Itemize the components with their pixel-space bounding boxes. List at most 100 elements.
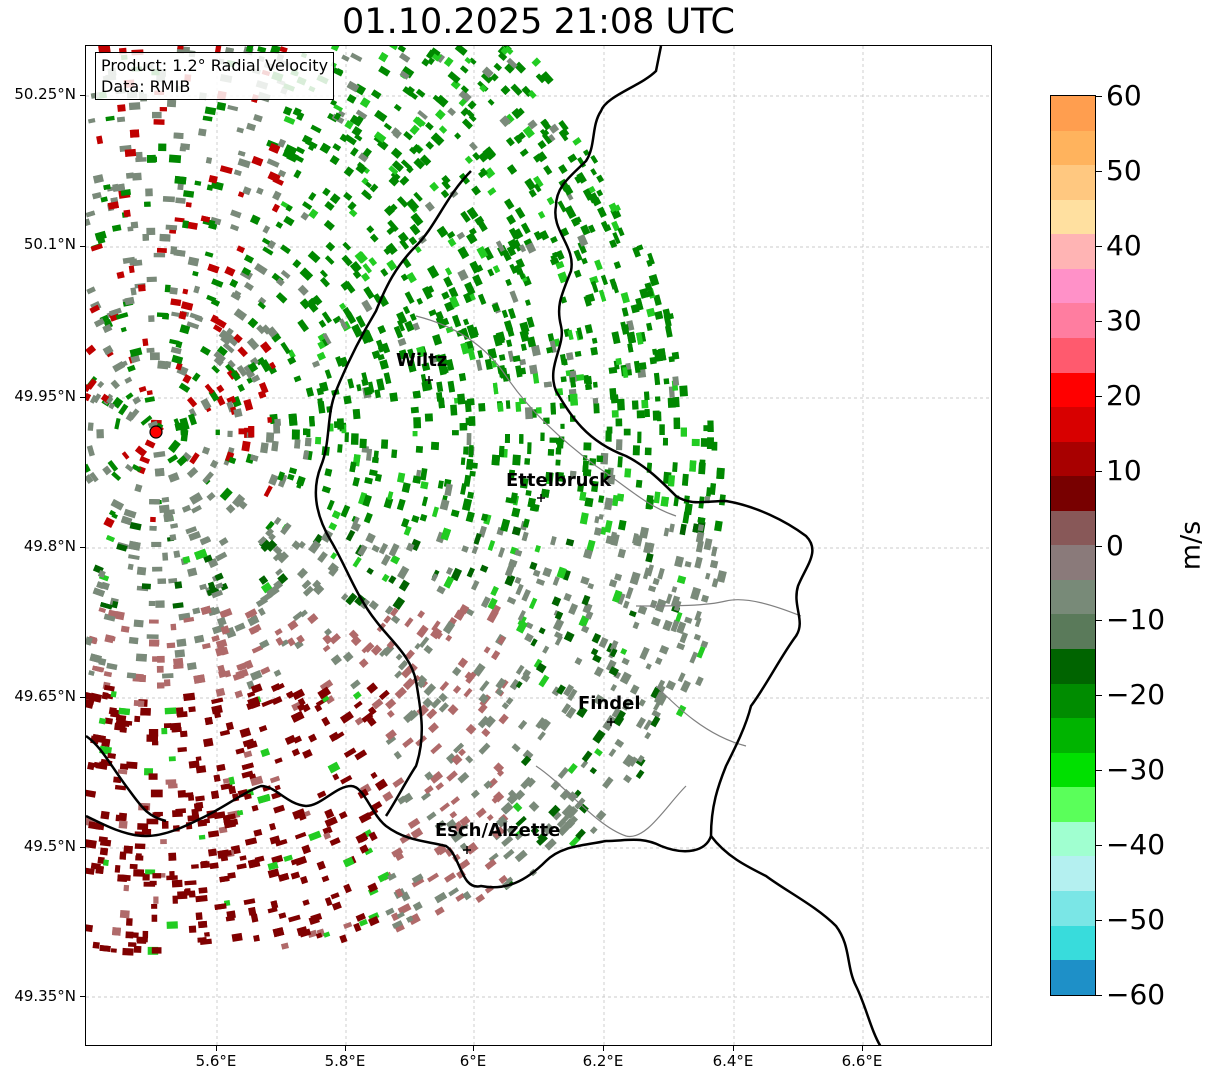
velocity-bin	[268, 143, 281, 154]
velocity-bin	[637, 754, 645, 763]
velocity-bin	[299, 928, 312, 938]
velocity-bin	[192, 270, 199, 277]
velocity-bin	[228, 456, 237, 465]
velocity-bin	[292, 109, 304, 118]
velocity-bin	[635, 716, 646, 729]
country-border	[86, 734, 167, 823]
velocity-bin	[318, 381, 329, 393]
velocity-bin	[631, 400, 639, 410]
velocity-bin	[275, 682, 285, 691]
velocity-bin	[124, 296, 135, 306]
velocity-bin	[163, 513, 174, 523]
velocity-bin	[87, 118, 96, 124]
velocity-bin	[150, 789, 163, 798]
velocity-bin	[402, 737, 414, 748]
velocity-bin	[226, 327, 234, 336]
colorbar-tick-label: 0	[1106, 528, 1124, 562]
velocity-bin	[154, 468, 165, 477]
velocity-bin	[507, 238, 519, 251]
velocity-bin	[519, 358, 527, 366]
velocity-bin	[272, 176, 284, 186]
velocity-bin	[177, 182, 184, 191]
velocity-bin	[308, 540, 322, 554]
velocity-bin	[468, 57, 477, 65]
velocity-bin	[493, 791, 505, 803]
velocity-bin	[450, 567, 463, 582]
velocity-bin	[417, 610, 426, 619]
velocity-bin	[103, 184, 111, 191]
velocity-bin	[212, 624, 226, 635]
velocity-bin	[486, 814, 494, 821]
velocity-bin	[268, 473, 279, 486]
velocity-bin	[454, 132, 462, 140]
velocity-bin	[581, 594, 591, 606]
velocity-bin	[554, 610, 564, 621]
velocity-bin	[538, 674, 550, 688]
velocity-bin	[512, 228, 524, 240]
velocity-bin	[275, 277, 285, 287]
velocity-bin	[128, 265, 135, 274]
velocity-bin	[639, 288, 649, 299]
velocity-bin	[498, 354, 506, 361]
velocity-bin	[301, 579, 312, 590]
velocity-bin	[260, 442, 269, 454]
velocity-bin	[343, 395, 352, 405]
velocity-bin	[510, 492, 518, 504]
velocity-bin	[300, 211, 310, 221]
velocity-bin	[279, 46, 288, 54]
velocity-bin	[330, 552, 338, 560]
velocity-bin	[131, 463, 142, 473]
velocity-bin	[260, 666, 271, 675]
velocity-bin	[126, 761, 138, 769]
velocity-bin	[216, 101, 227, 111]
velocity-bin	[265, 432, 275, 443]
velocity-bin	[359, 97, 371, 109]
velocity-bin	[99, 847, 109, 856]
velocity-bin	[491, 796, 499, 804]
velocity-bin	[536, 834, 548, 846]
velocity-bin	[278, 872, 290, 882]
velocity-bin	[591, 337, 598, 344]
velocity-bin	[497, 547, 506, 558]
velocity-bin	[676, 575, 687, 585]
velocity-bin	[183, 692, 196, 702]
velocity-bin	[515, 258, 525, 269]
velocity-bin	[679, 632, 689, 644]
velocity-bin	[188, 925, 197, 933]
velocity-bin	[469, 227, 477, 236]
velocity-bin	[411, 877, 425, 888]
velocity-bin	[521, 588, 531, 602]
velocity-bin	[475, 359, 483, 371]
velocity-bin	[612, 714, 625, 727]
velocity-bin	[261, 324, 272, 335]
radar-map[interactable]	[85, 45, 992, 1046]
velocity-bin	[251, 155, 264, 167]
velocity-bin	[519, 434, 524, 444]
velocity-bin	[396, 472, 406, 483]
velocity-bin	[210, 180, 224, 191]
velocity-bin	[480, 596, 491, 609]
velocity-bin	[495, 815, 508, 828]
velocity-bin	[261, 237, 271, 245]
velocity-bin	[346, 93, 357, 104]
velocity-bin	[394, 670, 403, 679]
velocity-bin	[399, 175, 410, 186]
velocity-bin	[514, 789, 526, 801]
colorbar-segment	[1051, 407, 1095, 442]
velocity-bin	[353, 700, 363, 709]
velocity-bin	[365, 532, 376, 544]
velocity-bin	[323, 832, 332, 840]
velocity-bin	[383, 497, 394, 509]
velocity-bin	[354, 716, 364, 726]
velocity-bin	[270, 46, 281, 55]
velocity-bin	[503, 320, 514, 332]
velocity-bin	[456, 869, 466, 879]
velocity-bin	[511, 526, 522, 536]
velocity-bin	[389, 392, 399, 402]
velocity-bin	[147, 420, 159, 429]
velocity-bin	[469, 470, 476, 477]
velocity-bin	[152, 741, 159, 746]
colorbar-segment	[1051, 579, 1095, 615]
velocity-bin	[644, 282, 653, 292]
velocity-bin	[587, 582, 595, 590]
